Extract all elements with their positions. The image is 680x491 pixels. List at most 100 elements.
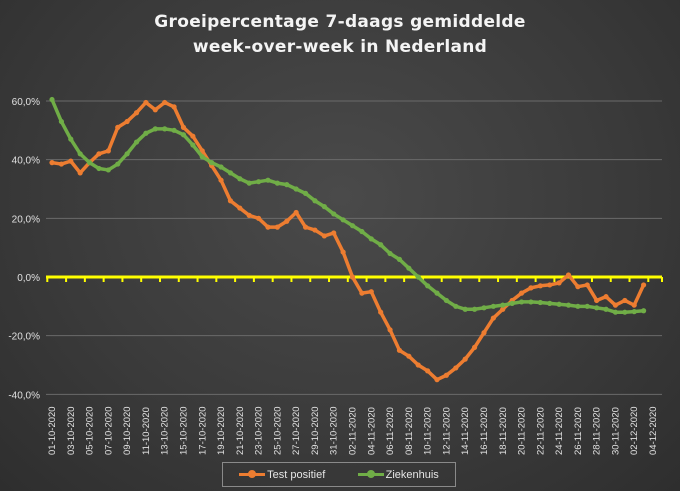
data-point: [105, 167, 111, 173]
data-point: [584, 282, 590, 288]
data-point: [68, 136, 74, 142]
data-point: [547, 300, 553, 306]
data-point: [58, 118, 64, 125]
data-point: [396, 347, 403, 353]
data-point: [594, 297, 600, 304]
data-point: [415, 362, 421, 368]
data-point: [246, 212, 252, 218]
data-point: [500, 302, 506, 308]
data-point: [152, 126, 158, 132]
chart-title-line-1: Groeipercentage 7-daags gemiddelde: [154, 12, 526, 32]
data-point: [218, 164, 224, 170]
x-tick-label: 01-10-2020: [47, 406, 58, 455]
data-point: [77, 170, 83, 176]
data-point: [603, 294, 609, 300]
x-tick-label: 05-10-2020: [85, 406, 96, 455]
data-point: [312, 198, 318, 204]
data-point: [556, 280, 562, 286]
data-point: [481, 330, 487, 336]
x-tick-label: 30-11-2020: [610, 407, 621, 455]
data-point: [199, 154, 205, 160]
y-tick-label: 0,0%: [17, 273, 40, 284]
data-point: [565, 272, 572, 278]
data-point: [265, 177, 271, 183]
x-tick-label: 23-10-2020: [254, 406, 265, 455]
x-tick-label: 22-11-2020: [535, 407, 546, 455]
x-tick-label: 19-10-2020: [216, 406, 227, 455]
data-point: [162, 126, 168, 132]
x-tick-label: 14-11-2020: [460, 407, 471, 455]
x-tick-label: 26-11-2020: [573, 407, 584, 455]
data-point: [462, 306, 468, 312]
data-point: [603, 306, 609, 312]
x-tick-label: 29-10-2020: [310, 406, 321, 455]
data-point: [115, 124, 121, 130]
data-point: [612, 302, 619, 308]
data-point: [312, 227, 318, 233]
chart-title-line-2: week-over-week in Nederland: [192, 37, 488, 57]
data-point: [612, 309, 619, 315]
data-point: [490, 315, 496, 321]
x-tick-label: 11-10-2020: [141, 407, 152, 455]
data-point: [622, 309, 628, 315]
data-point: [199, 148, 205, 154]
data-point: [378, 242, 384, 248]
data-point: [124, 118, 130, 125]
data-point: [68, 158, 74, 164]
data-point: [143, 130, 149, 136]
data-point: [321, 233, 327, 239]
data-point: [133, 139, 140, 145]
data-point: [133, 110, 140, 116]
x-tick-label: 10-11-2020: [423, 407, 434, 455]
y-tick-label: -20,0%: [8, 332, 40, 343]
data-point: [406, 265, 412, 271]
data-point: [406, 353, 412, 359]
data-point: [265, 224, 271, 230]
data-point: [622, 297, 628, 304]
data-point: [547, 282, 553, 288]
data-point: [284, 218, 290, 224]
data-point: [575, 284, 581, 290]
data-point: [49, 96, 55, 103]
data-point: [481, 305, 487, 311]
data-point: [115, 161, 121, 167]
data-point: [641, 282, 647, 288]
data-point: [218, 177, 224, 183]
y-tick-label: -40,0%: [8, 390, 40, 401]
x-tick-label: 25-10-2020: [272, 406, 283, 455]
x-tick-label: 28-11-2020: [592, 407, 603, 455]
data-point: [255, 215, 262, 221]
x-tick-label: 31-10-2020: [329, 406, 340, 455]
data-point: [171, 127, 177, 133]
legend-item-test-positief[interactable]: Test positief: [239, 469, 325, 481]
data-point: [209, 160, 215, 166]
data-point: [359, 228, 365, 235]
data-point: [321, 204, 327, 210]
y-tick-label: 40,0%: [12, 156, 40, 167]
series-line-test-positief: [51, 100, 646, 382]
data-point: [58, 161, 64, 167]
x-tick-label: 13-10-2020: [160, 406, 171, 455]
data-point: [237, 176, 243, 182]
data-point: [293, 186, 299, 192]
data-point: [331, 211, 337, 217]
data-point: [453, 303, 459, 309]
x-tick-label: 04-12-2020: [648, 406, 659, 455]
x-tick-label: 04-11-2020: [366, 407, 377, 455]
y-tick-label: 60,0%: [12, 97, 40, 108]
chart-title: Groeipercentage 7-daags gemiddelde week-…: [0, 10, 680, 60]
x-tick-label: 09-10-2020: [122, 406, 133, 455]
series-line-ziekenhuis: [50, 98, 644, 314]
data-point: [415, 274, 421, 280]
data-point: [227, 198, 234, 204]
x-tick-label: 02-12-2020: [629, 406, 640, 455]
x-tick-label: 15-10-2020: [178, 406, 189, 455]
data-point: [518, 299, 525, 305]
data-point: [368, 289, 374, 295]
data-point: [359, 290, 365, 296]
legend-item-ziekenhuis[interactable]: Ziekenhuis: [357, 469, 439, 481]
x-tick-label: 18-11-2020: [498, 407, 509, 455]
x-tick-label: 24-11-2020: [554, 407, 565, 455]
data-point: [246, 180, 252, 186]
